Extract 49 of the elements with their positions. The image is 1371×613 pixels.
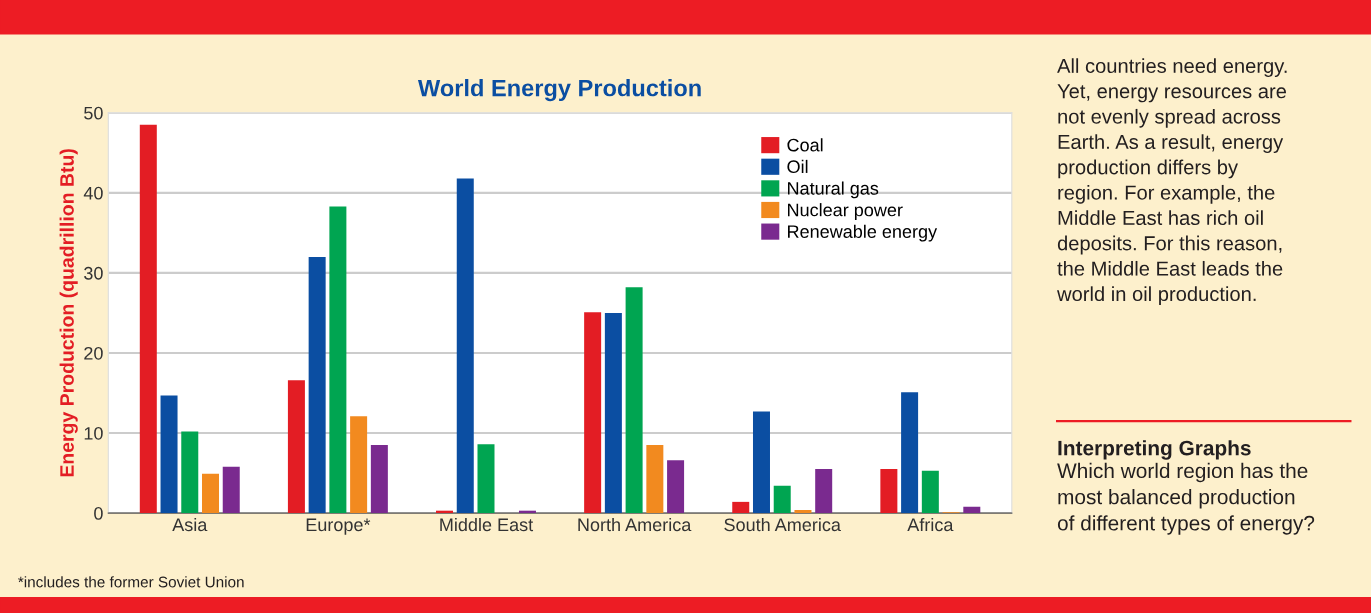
y-tick-label: 50 [84,106,103,120]
bar [794,509,812,514]
bar [604,312,622,514]
text: Interpreting Graphs [1058,440,1251,460]
bar [350,416,368,514]
bar [139,124,157,514]
y-tick-label: 40 [83,186,103,200]
bar [921,470,939,514]
bar [901,392,919,514]
text: *includes the former Soviet Union [18,576,244,588]
bar [329,206,347,514]
x-tick-label: Asia [172,517,208,532]
chart-title: World Energy Production [417,79,701,102]
bar [202,473,220,514]
bar [815,469,833,514]
x-tick-label: North America [578,517,692,532]
y-axis-title: Energy Production (quadrillion Btu) [59,149,78,477]
bar [752,411,770,514]
legend-label: Nuclear power [788,203,903,220]
legend-label: Coal [787,138,823,152]
bar [456,178,474,514]
bar [477,444,495,514]
bar [667,460,685,514]
bar [880,469,898,514]
x-tick-label: Africa [907,517,954,532]
bar [773,485,791,514]
text: All countries need energy. Yet, energy resources are not evenly spread across Earth. As a result, energy production differs by region. For example, the Middle East has rich oil deposits. For this reason, the Middle East leads the world in oil production. [1057,58,1287,306]
bar [370,445,388,514]
bar [732,501,750,514]
legend-label: Oil [787,159,808,174]
y-tick-label: 20 [84,346,103,360]
bar [963,506,981,514]
y-tick-label: 30 [84,266,103,280]
legend-label: Natural gas [788,181,879,199]
bar [625,287,643,514]
x-tick-label: Europe* [306,518,371,535]
y-tick-label: 10 [84,426,103,440]
bar [181,431,199,514]
bar [160,395,178,514]
bar [646,445,664,514]
text: Which world region has the most balanced production of different types of energy? [1057,462,1315,535]
legend-label: Renewable energy [788,224,938,242]
x-tick-label: South America [724,517,841,532]
bar [308,256,326,514]
bar [287,380,305,514]
bar [222,466,240,514]
bar [584,312,602,514]
x-tick-label: Middle East [440,517,534,532]
y-tick-label: 0 [94,507,103,520]
